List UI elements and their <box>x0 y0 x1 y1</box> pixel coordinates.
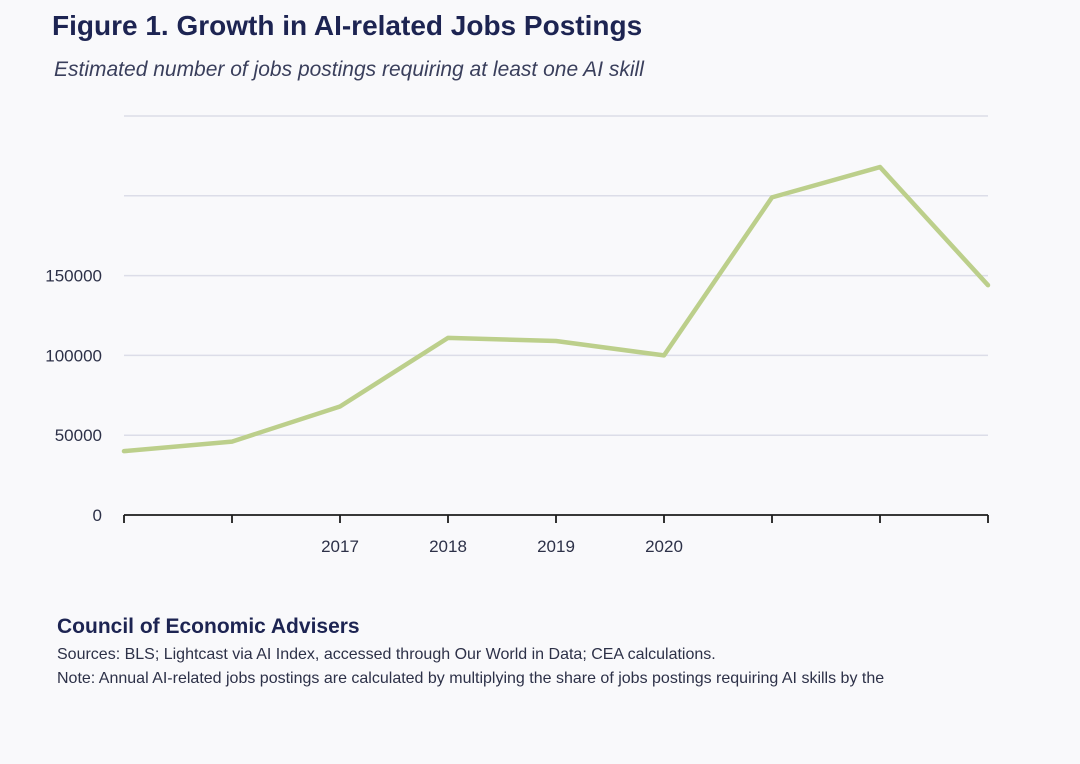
chart-title: Figure 1. Growth in AI-related Jobs Post… <box>52 10 643 41</box>
footer-organization: Council of Economic Advisers <box>57 615 360 638</box>
footer-note: Note: Annual AI-related jobs postings ar… <box>57 670 885 687</box>
line-chart: 0 50000 100000 150000 2017 2018 2019 2020 <box>45 115 991 556</box>
x-tick-label: 2018 <box>429 537 467 556</box>
x-axis: 2017 2018 2019 2020 <box>123 514 989 556</box>
y-tick-label: 100000 <box>45 346 102 365</box>
footer-sources: Sources: BLS; Lightcast via AI Index, ac… <box>57 646 716 663</box>
y-tick-label: 50000 <box>55 426 102 445</box>
chart-subtitle: Estimated number of jobs postings requir… <box>54 58 644 81</box>
x-tick-label: 2019 <box>537 537 575 556</box>
series-line <box>121 164 991 454</box>
x-tick-label: 2020 <box>645 537 683 556</box>
x-tick-label: 2017 <box>321 537 359 556</box>
y-axis-ticks: 0 50000 100000 150000 <box>45 267 102 525</box>
y-tick-label: 0 <box>93 506 102 525</box>
series-group <box>121 164 991 454</box>
y-tick-label: 150000 <box>45 267 102 286</box>
gridlines <box>124 115 988 436</box>
